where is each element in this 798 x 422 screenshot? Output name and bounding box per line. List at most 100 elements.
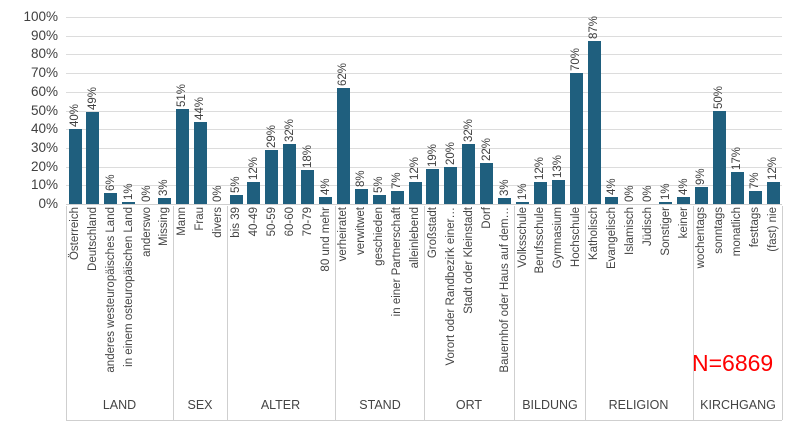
- gridline: [66, 185, 782, 186]
- category-label: monatlich: [731, 207, 744, 257]
- bar: [730, 172, 744, 204]
- bar: [68, 129, 82, 204]
- bar: [712, 110, 726, 204]
- bar-value-label: 4%: [677, 177, 690, 195]
- bar-value-label: 1%: [516, 183, 529, 201]
- bar-value-label: 12%: [409, 156, 421, 180]
- y-axis-tick-label: 30%: [30, 140, 58, 155]
- y-axis-tick-label: 10%: [30, 177, 58, 192]
- group-separator: [693, 206, 694, 420]
- group-label: ORT: [455, 398, 483, 412]
- category-label: Gymnasium: [552, 207, 565, 269]
- group-label: ALTER: [260, 398, 301, 412]
- bar: [605, 196, 619, 204]
- bar: [444, 166, 458, 204]
- bar: [694, 187, 708, 204]
- category-label: geschieden: [373, 207, 386, 266]
- gridline: [66, 17, 782, 18]
- group-label: RELIGION: [608, 398, 669, 412]
- bar-value-label: 0%: [623, 185, 636, 202]
- bar: [157, 198, 171, 204]
- bar: [587, 41, 601, 204]
- y-axis-tick-label: 90%: [30, 28, 58, 43]
- category-label: anderes westeuropäisches Land: [104, 207, 117, 373]
- category-label: 60-60: [283, 207, 296, 237]
- y-axis-tick-label: 80%: [30, 46, 58, 61]
- bar-value-label: 13%: [552, 154, 565, 178]
- bar-value-label: 49%: [86, 87, 99, 111]
- bar-value-label: 5%: [230, 176, 242, 193]
- bar: [426, 168, 440, 204]
- category-label: Islamisch: [623, 207, 636, 255]
- bar: [175, 108, 189, 204]
- category-label: Österreich: [69, 207, 81, 261]
- bar: [659, 202, 673, 204]
- bar-value-label: 87%: [588, 16, 600, 40]
- category-label: 70-79: [301, 207, 314, 237]
- bar-value-label: 19%: [426, 143, 439, 167]
- bar-value-label: 32%: [462, 119, 475, 143]
- category-label: sonntags: [713, 207, 726, 254]
- group-separator: [585, 206, 586, 420]
- bar-value-label: 0%: [212, 185, 225, 202]
- category-label: anderswo: [140, 207, 153, 257]
- group-label: STAND: [359, 398, 401, 412]
- category-label: 40-49: [247, 207, 260, 237]
- x-axis-line: [66, 204, 782, 205]
- category-label: Berufsschule: [534, 207, 547, 274]
- gridline: [66, 167, 782, 168]
- category-label: in einer Partnerschaft: [391, 207, 404, 317]
- gridline: [66, 36, 782, 37]
- group-label: LAND: [102, 398, 137, 412]
- category-label: Dorf: [480, 207, 493, 229]
- bar: [766, 181, 780, 204]
- category-label: 50-59: [265, 207, 278, 237]
- bar-value-label: 50%: [713, 85, 726, 109]
- group-separator: [335, 206, 336, 420]
- bar-value-label: 51%: [176, 83, 189, 107]
- category-label: bis 39: [230, 207, 242, 238]
- group-separator: [514, 206, 515, 420]
- category-label: 80 und mehr: [319, 207, 332, 272]
- bar-value-label: 0%: [641, 185, 654, 202]
- bar-value-label: 4%: [319, 177, 332, 195]
- group-separator: [782, 206, 783, 420]
- bar-value-label: 4%: [605, 177, 618, 195]
- category-label: (fast) nie: [767, 207, 779, 252]
- category-label: Stadt oder Kleinstadt: [462, 207, 475, 314]
- group-label: BILDUNG: [522, 398, 578, 412]
- bar: [533, 181, 547, 204]
- bar-value-label: 44%: [194, 96, 207, 120]
- group-separator: [227, 206, 228, 420]
- bar: [283, 144, 297, 204]
- group-label: KIRCHGANG: [700, 398, 776, 412]
- label-area-bottom-border: [66, 420, 782, 421]
- bar-value-label: 40%: [69, 104, 81, 128]
- category-label: keiner: [677, 207, 690, 239]
- category-label: Großstadt: [426, 207, 439, 259]
- category-label: Missing: [158, 207, 171, 246]
- sample-size-annotation: N=6869: [692, 350, 774, 376]
- bar-value-label: 29%: [265, 124, 278, 148]
- category-label: wochentags: [695, 207, 708, 269]
- y-axis-tick-label: 20%: [30, 159, 58, 174]
- bar-value-label: 1%: [122, 183, 135, 201]
- bar: [677, 196, 690, 204]
- bar-value-label: 8%: [355, 170, 368, 187]
- bar: [748, 190, 762, 204]
- bar: [265, 149, 279, 204]
- bar: [498, 198, 511, 204]
- category-label: divers: [212, 207, 225, 238]
- bar-value-label: 6%: [104, 174, 117, 191]
- bar-value-label: 22%: [480, 137, 493, 161]
- gridline: [66, 111, 782, 112]
- group-label: SEX: [187, 398, 213, 412]
- gridline: [66, 129, 782, 130]
- category-label: Mann: [176, 207, 189, 236]
- bar-value-label: 12%: [247, 156, 260, 180]
- y-axis-tick-label: 100%: [23, 9, 58, 24]
- bar: [86, 112, 100, 204]
- bar: [354, 189, 368, 204]
- category-label: Frau: [194, 207, 207, 231]
